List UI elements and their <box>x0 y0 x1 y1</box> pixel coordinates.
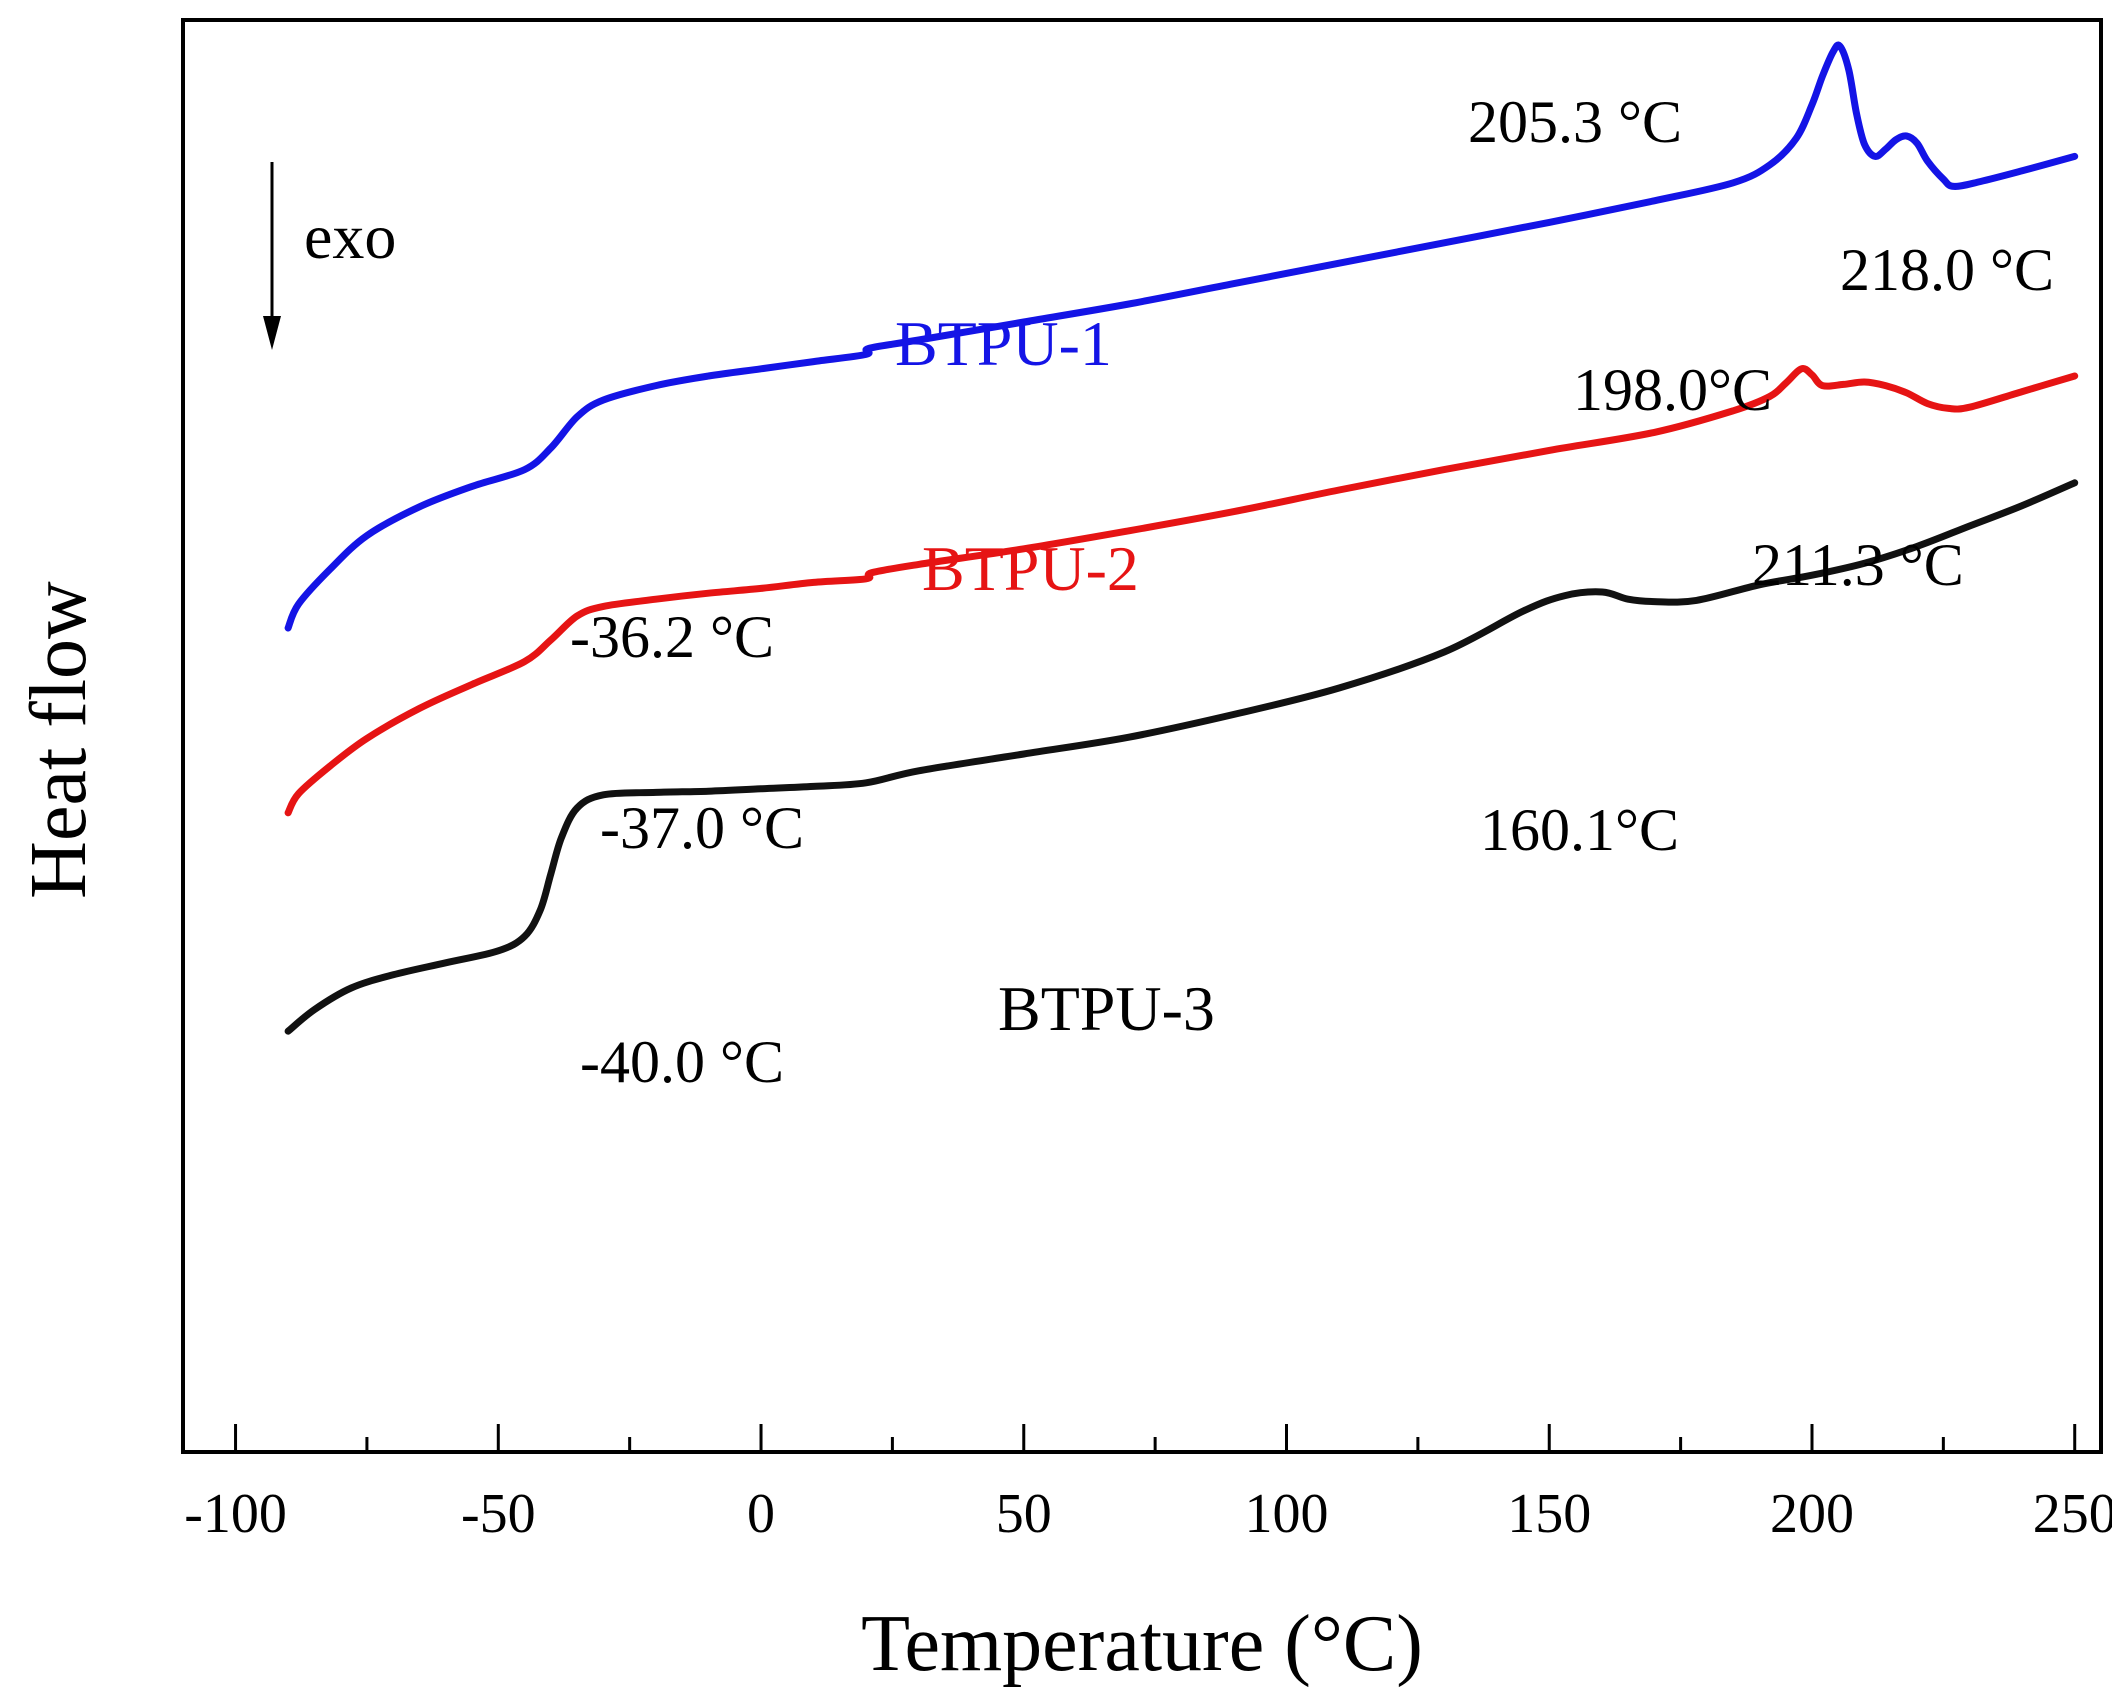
series-group <box>284 41 2079 1035</box>
x-tick-label: 100 <box>1245 1483 1329 1545</box>
series-line-btpu-3 <box>284 479 2079 1035</box>
btpu3-series-label: BTPU-3 <box>998 973 1215 1044</box>
btpu2-tg-annotation: -37.0 °C <box>600 795 804 861</box>
x-tick-label: 200 <box>1770 1483 1854 1545</box>
btpu2-peak1-annotation: 198.0°C <box>1573 357 1772 423</box>
btpu2-series-label: BTPU-2 <box>922 533 1139 604</box>
exo-indicator: exo <box>263 162 396 350</box>
x-tick-label: 50 <box>996 1483 1052 1545</box>
y-axis-title: Heat flow <box>15 581 103 899</box>
x-axis-tick-labels: -100 -50 0 50 100 150 200 250 <box>184 1483 2112 1545</box>
exo-label: exo <box>304 201 396 272</box>
btpu3-peak-annotation: 160.1°C <box>1480 797 1679 863</box>
x-tick-label: -50 <box>461 1483 536 1545</box>
x-axis-title: Temperature (°C) <box>861 1600 1423 1688</box>
exo-arrow-head-icon <box>263 316 281 350</box>
x-tick-label: 150 <box>1507 1483 1591 1545</box>
btpu1-series-label: BTPU-1 <box>895 308 1112 379</box>
btpu3-tg-annotation: -40.0 °C <box>580 1029 784 1095</box>
btpu1-tg-annotation: -36.2 °C <box>570 604 774 670</box>
btpu1-peak2-annotation: 218.0 °C <box>1840 237 2054 303</box>
btpu1-peak1-annotation: 205.3 °C <box>1468 89 1682 155</box>
series-line-btpu-1 <box>284 41 2079 632</box>
x-tick-label: -100 <box>184 1483 287 1545</box>
series-line-btpu-2 <box>284 365 2079 817</box>
btpu2-peak2-annotation: 211.3 °C <box>1752 532 1964 598</box>
x-tick-label: 0 <box>747 1483 775 1545</box>
plot-frame <box>181 18 2103 1454</box>
x-tick-label: 250 <box>2033 1483 2112 1545</box>
x-axis-ticks <box>234 1424 2077 1452</box>
